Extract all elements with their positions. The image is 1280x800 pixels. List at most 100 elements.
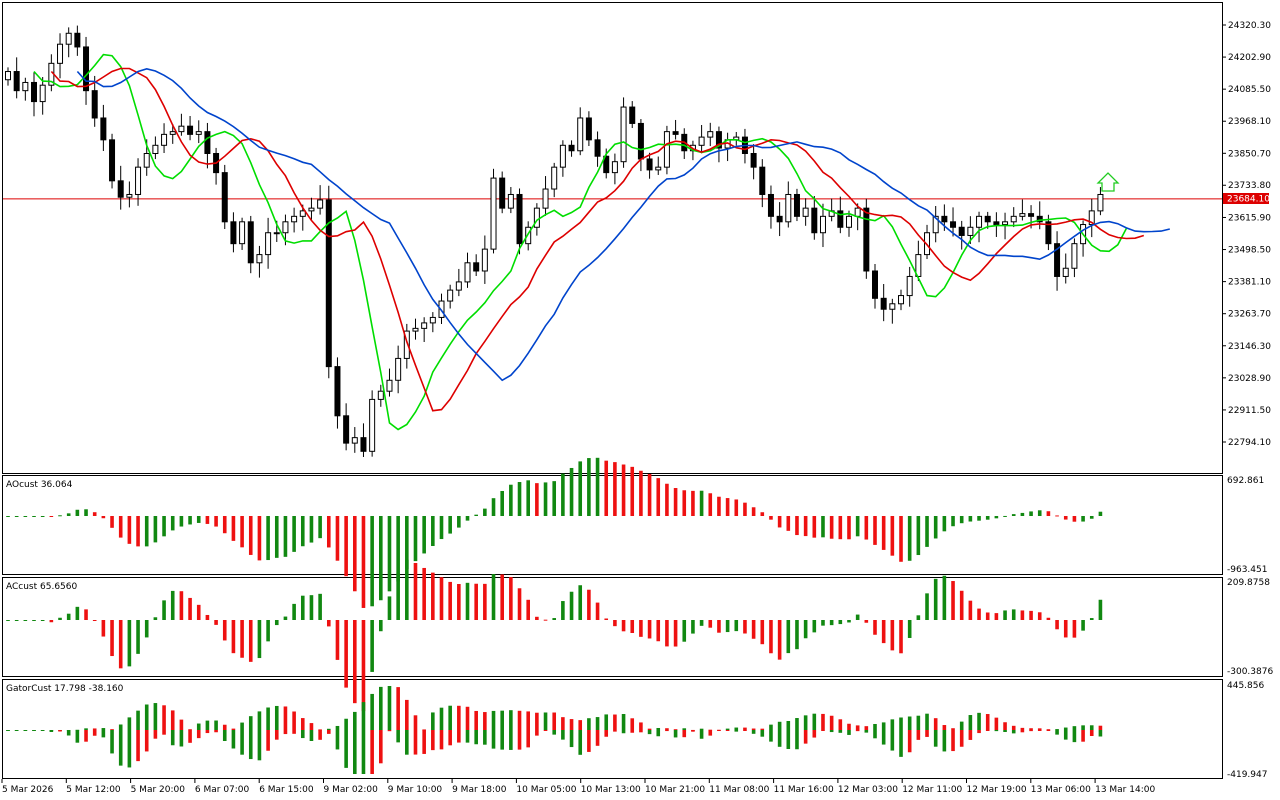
ac-bar (153, 617, 158, 620)
ao-bar (639, 470, 643, 516)
ac-bar (699, 620, 704, 626)
gator-lower-bar (457, 730, 461, 743)
ac-bar (569, 591, 574, 620)
candle-body (802, 207, 809, 217)
candle-body (941, 215, 948, 223)
ac-bar (916, 615, 921, 620)
ac-bar (673, 620, 678, 647)
candle-body (369, 398, 376, 452)
ao-bar (1081, 516, 1085, 522)
ac-bar (40, 620, 45, 621)
ac-bar (326, 620, 331, 627)
ac-bar (448, 581, 452, 620)
gator-lower-bar (717, 730, 721, 731)
gator-upper-bar (127, 717, 132, 730)
ac-bar (214, 620, 218, 625)
gator-upper-bar (448, 705, 452, 730)
ac-bar (942, 575, 947, 620)
gator-upper-bar (873, 723, 877, 730)
ac-bar (405, 559, 409, 620)
ac-bar (734, 620, 739, 632)
ac-bar (387, 596, 392, 620)
ao-bar (300, 516, 305, 547)
gator-lower-bar (864, 730, 869, 733)
ac-bar (907, 620, 912, 638)
ao-bar (439, 516, 444, 540)
candle-body (845, 215, 852, 228)
gator-lower-bar (413, 730, 418, 755)
ao-bar (751, 507, 756, 516)
gator-lower-bar (1003, 730, 1007, 732)
ac-bar (188, 597, 192, 620)
ac-bar (23, 620, 28, 621)
ao-bar (509, 484, 513, 516)
gator-upper-bar (222, 724, 227, 730)
gator-upper-bar (916, 715, 921, 730)
ao-bar (673, 488, 678, 516)
gator-upper-bar (864, 726, 869, 730)
ac-bar (821, 620, 825, 626)
gator-upper-bar (760, 728, 765, 730)
ac-bar (994, 613, 999, 620)
candle-body (135, 166, 142, 195)
ac-bar (422, 567, 426, 620)
ao-bar (283, 516, 288, 557)
gator-upper-bar (196, 723, 201, 730)
candle-body (22, 81, 29, 92)
ac-bar (639, 620, 643, 637)
ac-bar (170, 590, 175, 620)
ao-bar (552, 481, 557, 516)
gator-lower-bar (170, 730, 175, 746)
x-tick-label: 6 Mar 15:00 (259, 785, 314, 795)
candle-body (403, 330, 410, 359)
ao-bar (569, 467, 574, 516)
gator-lower-bar (673, 730, 678, 738)
ac-bar (587, 589, 591, 620)
gator-upper-bar (509, 710, 513, 730)
ao-bar (422, 516, 426, 554)
ao-bar (907, 516, 912, 561)
candle-body (889, 303, 896, 310)
y-tick-label: 23850.70 (1228, 149, 1271, 159)
candle-body (585, 117, 592, 141)
gator-upper-bar (630, 718, 635, 730)
ao-bar (933, 516, 938, 539)
candle-body (334, 366, 341, 417)
ac-bar (196, 604, 201, 620)
ac-bar (318, 593, 322, 620)
ac-bar (1046, 617, 1051, 620)
ao-bar (500, 490, 504, 516)
ac-bar (526, 599, 530, 620)
ac-bar (925, 593, 929, 620)
ao-bar (335, 516, 340, 561)
gator-upper-bar (422, 729, 426, 731)
candle-body (291, 215, 298, 223)
current-price-label: 23684.10 (1227, 195, 1270, 205)
gator-upper-bar (439, 707, 444, 730)
gator-upper-bar (370, 693, 374, 730)
gator-lower-bar (604, 730, 609, 737)
ac-bar (413, 562, 418, 620)
gator-lower-bar (1020, 730, 1025, 733)
gator-lower-bar (795, 730, 799, 750)
gator-lower-bar (361, 730, 366, 774)
gator-lower-bar (431, 730, 435, 751)
x-tick-label: 9 Mar 02:00 (324, 785, 379, 795)
ao-bar (110, 516, 114, 528)
gator-upper-bar (847, 723, 851, 730)
gator-upper-bar (595, 717, 600, 730)
gator-lower-bar (951, 730, 955, 752)
ac-bar (361, 620, 366, 712)
ac-bar (985, 612, 990, 620)
x-tick-label: 13 Mar 14:00 (1095, 785, 1155, 795)
ac-bar (257, 620, 262, 659)
gator-upper-bar (942, 725, 947, 730)
ac-max-label: 209.8758 (1227, 578, 1270, 588)
candle-body (672, 131, 679, 135)
ac-histogram (6, 559, 1103, 712)
gator-upper-bar (170, 710, 175, 730)
ac-bar (725, 620, 730, 633)
candle-body (854, 207, 861, 217)
ao-histogram (6, 457, 1103, 608)
gator-lower-bar (66, 730, 71, 736)
